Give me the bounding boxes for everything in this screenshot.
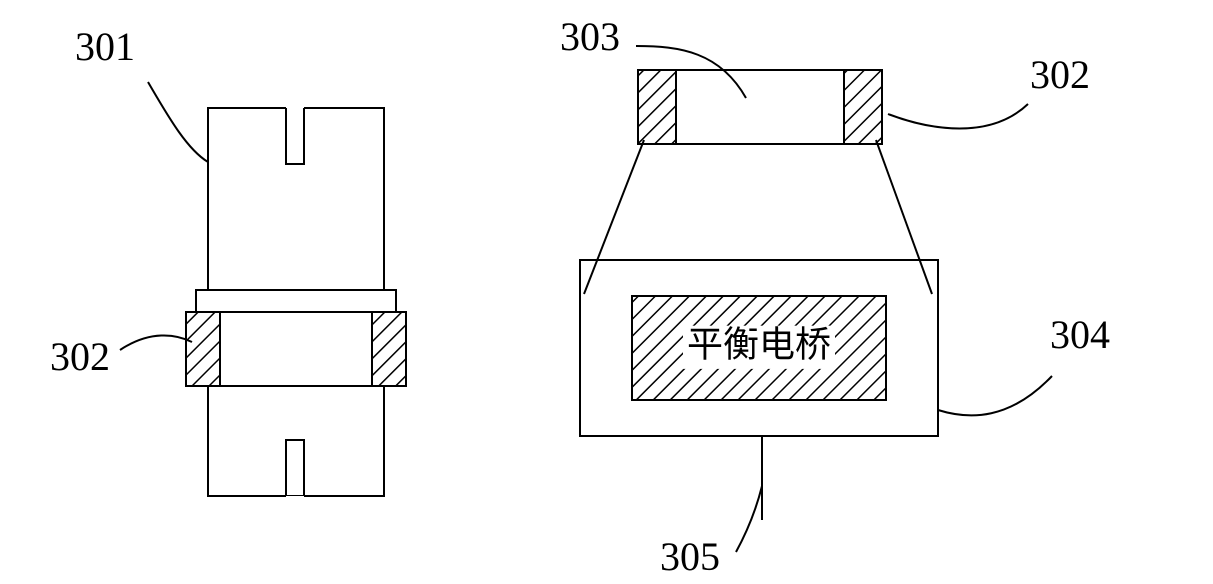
leader-n304 <box>938 376 1052 415</box>
left-assembly <box>196 106 396 499</box>
label-n302a: 302 <box>50 334 110 379</box>
label-n302b: 302 <box>1030 52 1090 97</box>
label-n304: 304 <box>1050 312 1110 357</box>
right-assembly: 平衡电桥 <box>580 260 938 436</box>
disc <box>196 290 396 312</box>
leader-n302b <box>888 104 1028 129</box>
leader-n301 <box>148 82 208 162</box>
leader-n302a <box>120 335 192 350</box>
ring-302-right <box>638 70 882 144</box>
bridge-label: 平衡电桥 <box>687 324 831 364</box>
label-n305: 305 <box>660 534 720 579</box>
label-n301: 301 <box>75 24 135 69</box>
label-n303: 303 <box>560 14 620 59</box>
leader-n305 <box>736 486 762 552</box>
ring-302-left <box>186 312 406 386</box>
